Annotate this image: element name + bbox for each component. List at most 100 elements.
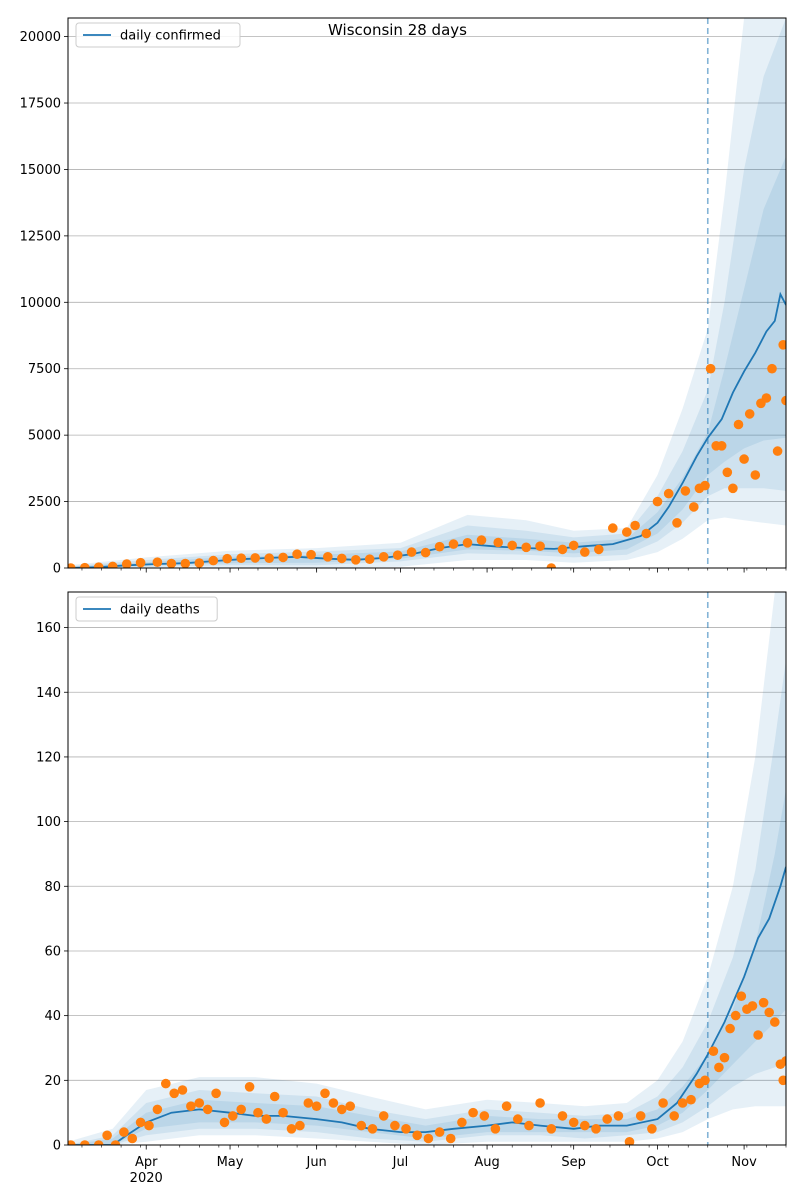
confirmed-observed-point (493, 537, 504, 548)
confirmed-observed-point (351, 555, 361, 565)
deaths-observed-point (730, 1010, 741, 1021)
deaths-observed-point (568, 1117, 579, 1128)
deaths-observed-point (219, 1117, 230, 1128)
confirmed-observed-point (236, 553, 246, 563)
deaths-observed-point (535, 1098, 545, 1108)
confirmed-observed-point (392, 550, 403, 560)
deaths-observed-point (269, 1091, 280, 1102)
confirmed-observed-point (689, 502, 699, 512)
deaths-y-tick-label: 120 (36, 750, 61, 765)
confirmed-y-tick-label: 7500 (28, 362, 61, 377)
confirmed-axes-frame (67, 17, 787, 569)
deaths-observed-point (677, 1098, 688, 1108)
deaths-observed-point (490, 1124, 501, 1134)
deaths-observed-point (736, 991, 747, 1001)
deaths-y-tick-label: 40 (44, 1009, 61, 1024)
confirmed-observed-point (761, 393, 772, 403)
deaths-observed-point (725, 1023, 735, 1034)
confirmed-observed-point (337, 553, 347, 564)
deaths-observed-point (423, 1133, 434, 1144)
deaths-observed-point (378, 1111, 389, 1121)
deaths-observed-point (80, 1140, 90, 1145)
deaths-observed-point (778, 1075, 786, 1086)
deaths-observed-point (434, 1127, 445, 1137)
deaths-observed-point (635, 1111, 646, 1121)
confirmed-observed-point (622, 527, 632, 537)
deaths-observed-point (708, 1046, 719, 1056)
confirmed-observed-point (306, 549, 316, 560)
confirmed-observed-point (152, 557, 163, 567)
confirmed-observed-point (68, 563, 76, 568)
confirmed-observed-point (462, 538, 473, 548)
deaths-observed-point (770, 1017, 780, 1027)
deaths-observed-point (613, 1111, 624, 1121)
deaths-observed-point (501, 1101, 512, 1111)
confirmed-y-tick-label: 0 (53, 562, 61, 577)
deaths-observed-point (93, 1140, 104, 1145)
deaths-observed-point (524, 1120, 534, 1131)
deaths-observed-point (244, 1082, 255, 1092)
deaths-observed-point (356, 1120, 367, 1131)
deaths-observed-point (658, 1098, 668, 1108)
confirmed-observed-point (264, 553, 275, 563)
deaths-y-tick-label: 100 (36, 815, 61, 830)
deaths-observed-point (119, 1127, 129, 1137)
confirmed-observed-point (378, 552, 389, 562)
confirmed-y-tick-label: 10000 (20, 296, 61, 311)
confirmed-legend-label: daily confirmed (120, 29, 221, 44)
confirmed-observed-point (594, 544, 604, 555)
deaths-observed-point (236, 1104, 246, 1115)
deaths-x-tick-label: Sep (561, 1155, 586, 1170)
deaths-y-tick-label: 60 (44, 944, 61, 959)
deaths-series (68, 866, 786, 1145)
confirmed-observed-point (166, 558, 177, 568)
deaths-observed-point (110, 1140, 121, 1145)
confirmed-observed-point (568, 540, 579, 551)
confirmed-panel: 0 2500 5000 7500 10000 12500 15000 17500 20000 da… (20, 17, 787, 577)
deaths-observed-point (513, 1114, 523, 1124)
confirmed-band-inner (68, 156, 786, 568)
deaths-observed-point (412, 1130, 423, 1141)
confirmed-legend-box (75, 22, 241, 48)
confirmed-observed-point (722, 467, 733, 478)
deaths-y-tick-label: 20 (44, 1074, 61, 1089)
confirmed-observed-point (652, 496, 663, 507)
confirmed-observed-point (641, 528, 652, 539)
confirmed-observed-point (135, 557, 146, 568)
confirmed-observed-point (781, 395, 786, 406)
confirmed-observed-point (121, 559, 132, 568)
confirmed-observed-point (521, 542, 531, 553)
deaths-observed-point (390, 1120, 400, 1131)
confirmed-observed-point (448, 539, 459, 549)
confirmed-observed-point (406, 547, 417, 557)
figure-title: Wisconsin 28 days (328, 21, 467, 39)
deaths-x-tick-label: Apr (135, 1155, 158, 1170)
confirmed-y-tick-label: 15000 (20, 163, 61, 178)
deaths-observed-point (624, 1137, 635, 1145)
confirmed-observed-point (420, 547, 431, 558)
deaths-observed-point (557, 1111, 568, 1121)
deaths-observed-point (764, 1007, 774, 1018)
deaths-observed-point (68, 1140, 76, 1145)
confirmed-observed-point (778, 340, 786, 350)
confirmed-y-tick-label: 17500 (20, 97, 61, 112)
deaths-observed-point (367, 1124, 378, 1134)
confirmed-observed-point (93, 562, 104, 568)
deaths-axes-frame (67, 591, 787, 1146)
deaths-bands (68, 592, 786, 1145)
confirmed-bands (68, 18, 786, 568)
confirmed-observed-point (663, 488, 674, 499)
deaths-observed-point (602, 1114, 612, 1124)
deaths-observed-point (278, 1107, 288, 1118)
confirmed-observed-point (739, 454, 749, 464)
deaths-y-tick-label: 80 (44, 880, 61, 895)
deaths-observed-point (253, 1107, 263, 1118)
confirmed-observed-point (250, 553, 260, 563)
deaths-x-tick-label: Jun (305, 1155, 326, 1170)
confirmed-observed-point (680, 486, 691, 496)
confirmed-observed-point (434, 541, 445, 552)
confirmed-observed-point (705, 363, 716, 374)
